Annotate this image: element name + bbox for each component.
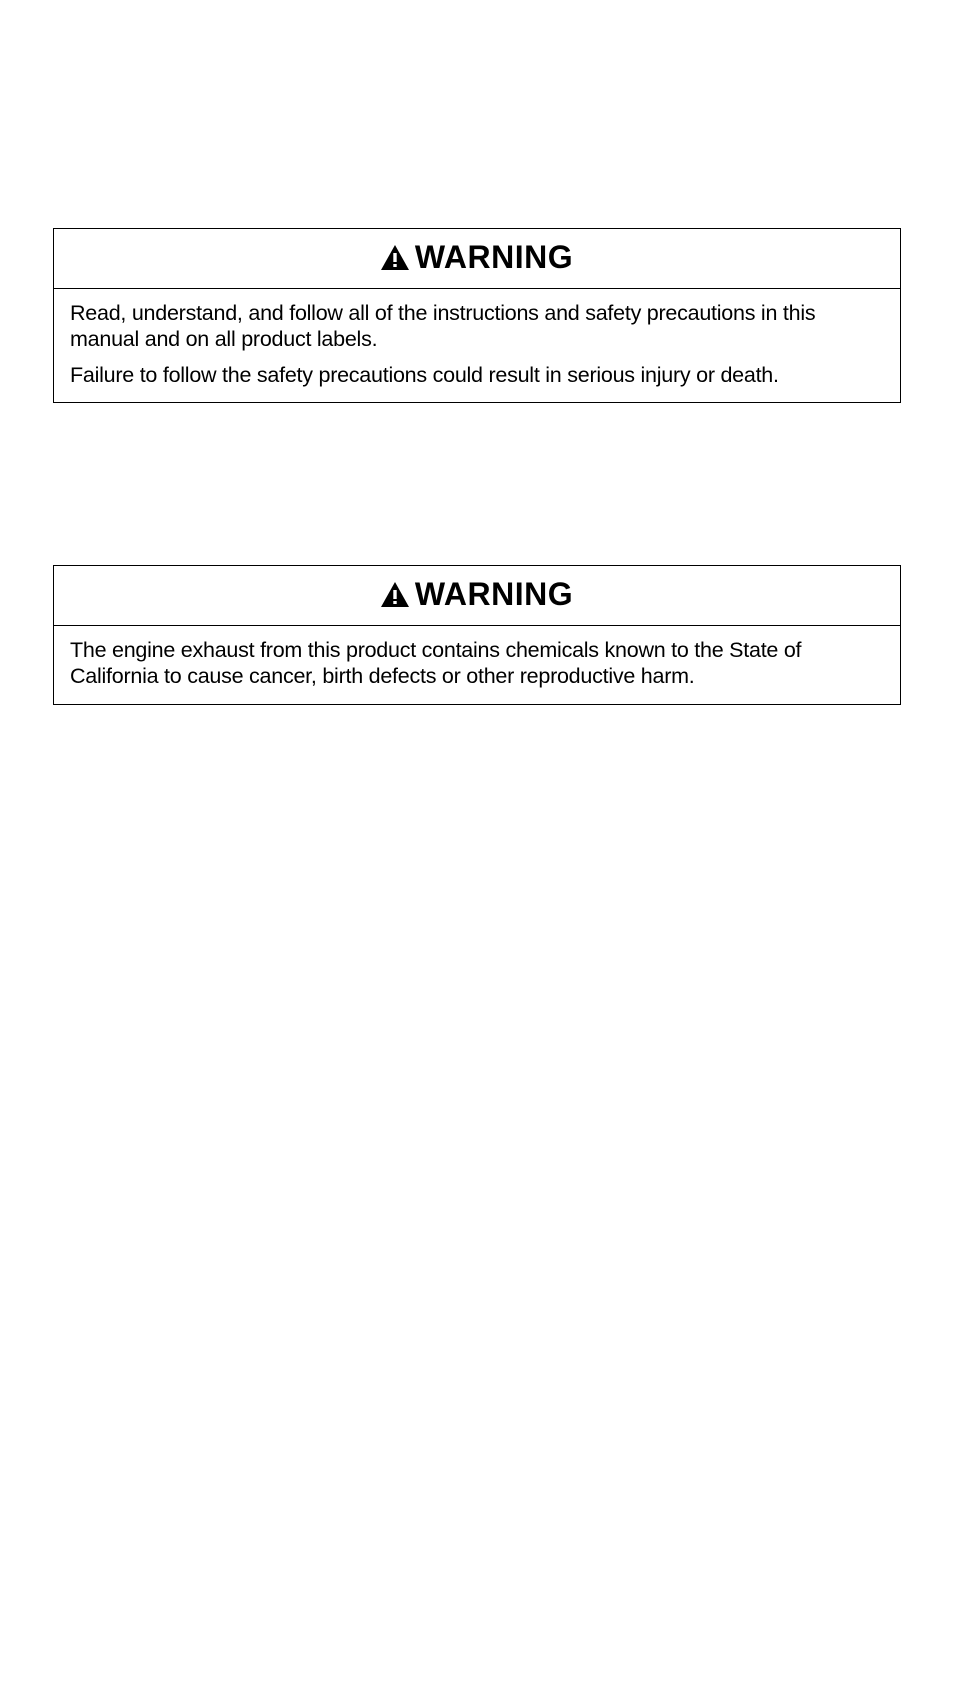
warning-triangle-icon <box>381 578 409 615</box>
warning-box-2: WARNING The engine exhaust from this pro… <box>53 565 901 705</box>
warning-body-2: The engine exhaust from this product con… <box>54 626 900 704</box>
warning-header-2: WARNING <box>54 566 900 626</box>
document-page: WARNING Read, understand, and follow all… <box>0 228 954 1682</box>
warning-body-1-para1: Read, understand, and follow all of the … <box>70 301 884 353</box>
warning-body-2-para1: The engine exhaust from this product con… <box>70 638 884 690</box>
warning-header-1: WARNING <box>54 229 900 289</box>
warning-header-1-text: WARNING <box>415 239 573 275</box>
warning-triangle-icon <box>381 241 409 278</box>
warning-header-2-text: WARNING <box>415 576 573 612</box>
warning-body-1-para2: Failure to follow the safety precautions… <box>70 363 884 389</box>
warning-body-1: Read, understand, and follow all of the … <box>54 289 900 402</box>
warning-box-1: WARNING Read, understand, and follow all… <box>53 228 901 403</box>
